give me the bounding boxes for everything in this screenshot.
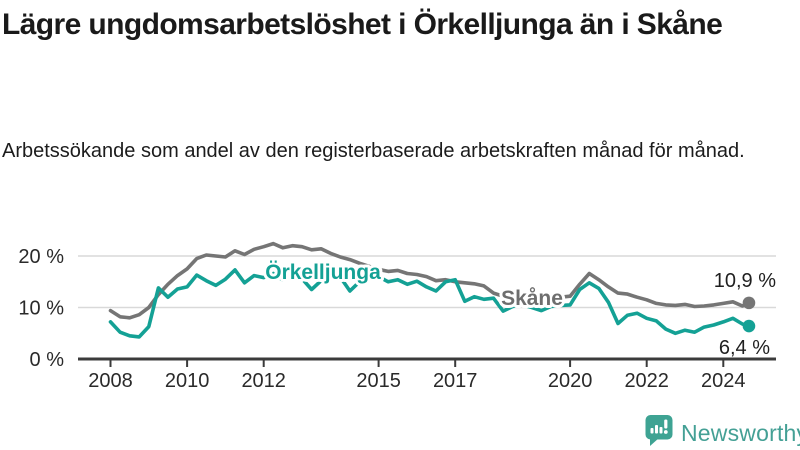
x-axis-tick-label: 2012 [241, 370, 286, 392]
newsworthy-logo-icon [645, 415, 673, 446]
x-axis-tick-label: 2022 [624, 370, 669, 392]
orkelljunga-line [108, 268, 751, 339]
end-value-label-skane: 10,9 % [714, 270, 776, 292]
y-axis-tick-label: 20 % [18, 246, 64, 268]
chart-annotations: Örkelljunga Skåne 10,9 % 6,4 % [262, 258, 776, 359]
y-axis-tick-label: 0 % [30, 349, 65, 371]
series-label-orkelljunga: Örkelljunga [265, 261, 381, 284]
end-value-label-orkelljunga: 6,4 % [719, 337, 770, 359]
x-axis-tick-label: 2010 [165, 370, 210, 392]
x-axis-tick-label: 2017 [433, 370, 478, 392]
chart-series [108, 241, 756, 339]
x-axis-tick-label: 2015 [356, 370, 401, 392]
y-axis-tick-label: 10 % [18, 298, 64, 320]
page-title: Lägre ungdomsarbetslöshet i Örkelljunga … [2, 8, 723, 41]
skane-end-dot [742, 296, 756, 310]
x-axis-tick-label: 2008 [88, 370, 133, 392]
series-label-skane: Skåne [501, 287, 563, 310]
newsworthy-logo-text: Newsworthy [681, 420, 800, 446]
x-axis-tick-label: 2020 [548, 370, 593, 392]
x-axis-tick-label: 2024 [701, 370, 746, 392]
chart-subtitle: Arbetssökande som andel av den registerb… [2, 140, 745, 162]
skane-line [108, 241, 751, 320]
unemployment-line-chart: 0 % 10 % 20 % 2008 2010 2012 2015 2017 2020 2022 2… [18, 241, 776, 392]
orkelljunga-end-dot [742, 319, 756, 333]
chart-grid: 0 % 10 % 20 % 2008 2010 2012 2015 2017 2020 2022 2… [18, 246, 776, 392]
